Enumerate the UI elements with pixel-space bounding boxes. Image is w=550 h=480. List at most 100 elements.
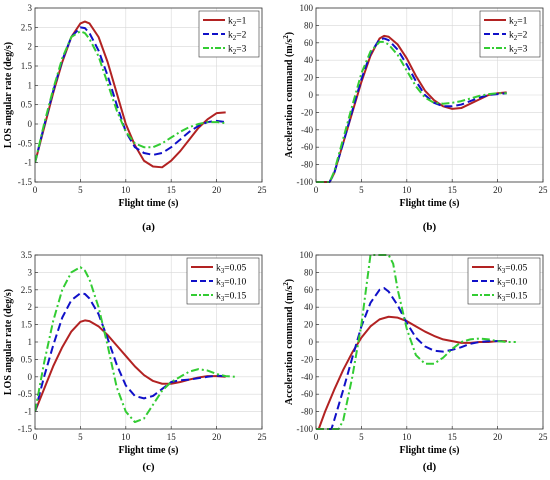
- legend: k3=0.05 k3=0.10 k3=0.15: [467, 257, 541, 305]
- panel-caption: (b): [423, 221, 437, 233]
- x-tick-label: 25: [539, 185, 549, 195]
- y-tick-label: 3: [28, 267, 33, 277]
- series-group: [316, 34, 507, 183]
- panel-caption: (a): [142, 221, 155, 233]
- y-tick-label: 40: [304, 302, 314, 312]
- y-tick-label: -1.5: [18, 177, 33, 187]
- legend: k2=1 k2=2 k2=3: [198, 10, 260, 58]
- y-tick-label: -40: [301, 372, 313, 382]
- y-axis-label-end: ): [284, 32, 295, 35]
- y-tick-label: 3.5: [21, 250, 33, 260]
- series-group: [316, 254, 516, 430]
- y-tick-label: -80: [301, 160, 313, 170]
- legend-label-2: k2=2: [509, 31, 528, 43]
- y-tick-label: 60: [304, 285, 314, 295]
- x-tick-label: 10: [121, 185, 131, 195]
- y-axis-label-end: ): [284, 279, 295, 282]
- panel-caption: (d): [423, 461, 437, 473]
- y-tick-label: -80: [301, 407, 313, 417]
- series-line-2: [316, 287, 507, 430]
- y-axis-label: LOS angular rate (deg/s): [3, 289, 14, 395]
- series-line-1: [35, 319, 226, 412]
- x-tick-label: 10: [402, 185, 412, 195]
- y-tick-label: 20: [304, 320, 314, 330]
- legend-label-3: k2=3: [509, 45, 528, 57]
- y-tick-label: -1.5: [18, 424, 33, 434]
- panel-a: 0 5 10 15 20 25 -1.5 -1 -0.5 0 0.5 1 1.5 2 2.5 3 Flight …: [3, 3, 267, 233]
- legend-box: [186, 257, 260, 305]
- x-axis-label: Flight time (s): [119, 198, 179, 209]
- series-group: [35, 266, 235, 424]
- x-tick-label: 15: [448, 185, 458, 195]
- y-tick-label: -20: [301, 354, 313, 364]
- y-tick-label: 0: [28, 372, 33, 382]
- y-axis-label: Acceleration command (m/s2): [282, 32, 295, 158]
- y-tick-label: 0: [309, 337, 314, 347]
- series-line-3: [35, 30, 226, 163]
- y-tick-label: -1: [25, 158, 33, 168]
- y-tick-label: 0.5: [21, 100, 33, 110]
- legend-label-1: k3=0.05: [216, 264, 246, 276]
- legend-label-1: k3=0.05: [497, 264, 527, 276]
- x-tick-label: 25: [539, 432, 549, 442]
- panel-b: 0 5 10 15 20 25 -100 -80 -60 -40 -20 0 20 40 60 80 100 Fl…: [282, 3, 548, 233]
- legend-label-2: k2=2: [228, 31, 247, 43]
- x-tick-label: 25: [258, 432, 268, 442]
- y-axis-label: Acceleration command (m/s2): [282, 279, 295, 405]
- series-line-2: [316, 37, 507, 183]
- x-tick-label: 5: [78, 432, 83, 442]
- x-axis-label: Flight time (s): [400, 198, 460, 209]
- x-tick-label: 20: [212, 432, 222, 442]
- series-line-2: [35, 292, 226, 412]
- y-tick-label: 80: [304, 20, 314, 30]
- y-tick-label: 40: [304, 55, 314, 65]
- x-tick-label: 0: [314, 432, 319, 442]
- y-tick-label: 2.5: [21, 22, 33, 32]
- x-tick-label: 5: [78, 185, 83, 195]
- x-tick-label: 10: [402, 432, 412, 442]
- y-axis-label-superscript: 2: [282, 282, 290, 286]
- x-tick-label: 15: [167, 185, 177, 195]
- x-tick-label: 0: [33, 432, 38, 442]
- y-axis-label-superscript: 2: [282, 35, 290, 39]
- y-tick-label: 2.5: [21, 285, 33, 295]
- x-tick-label: 20: [212, 185, 222, 195]
- legend-label-3: k2=3: [228, 45, 247, 57]
- y-tick-label: 0: [309, 90, 314, 100]
- panel-caption: (c): [142, 461, 155, 473]
- y-tick-label: 2: [28, 302, 33, 312]
- legend-label-3: k3=0.15: [497, 292, 527, 304]
- y-tick-label: -100: [297, 177, 314, 187]
- y-tick-label: 1: [28, 337, 33, 347]
- legend-label-2: k3=0.10: [497, 278, 527, 290]
- y-tick-label: 3: [28, 3, 33, 13]
- x-axis-label: Flight time (s): [119, 445, 179, 456]
- y-tick-label: -0.5: [18, 138, 33, 148]
- y-tick-label: 1.5: [21, 320, 33, 330]
- x-tick-label: 5: [359, 185, 364, 195]
- y-axis-label: LOS angular rate (deg/s): [3, 42, 14, 148]
- x-tick-label: 0: [314, 185, 319, 195]
- legend: k3=0.05 k3=0.10 k3=0.15: [186, 257, 260, 305]
- legend-label-3: k3=0.15: [216, 292, 246, 304]
- y-tick-label: 1.5: [21, 61, 33, 71]
- series-line-3: [316, 254, 516, 430]
- y-axis-label-base: Acceleration command (m/s: [284, 39, 295, 159]
- x-tick-label: 15: [167, 432, 177, 442]
- y-tick-label: 2: [28, 42, 33, 52]
- y-tick-label: -20: [301, 107, 313, 117]
- y-tick-label: 60: [304, 38, 314, 48]
- y-tick-label: 100: [300, 3, 314, 13]
- y-tick-label: 80: [304, 267, 314, 277]
- y-axis-label-base: Acceleration command (m/s: [284, 286, 295, 406]
- y-tick-label: -40: [301, 125, 313, 135]
- y-tick-label: 0.5: [21, 354, 33, 364]
- y-tick-label: -0.5: [18, 389, 33, 399]
- series-line-3: [316, 40, 507, 183]
- x-axis-label: Flight time (s): [400, 445, 460, 456]
- y-tick-label: 0: [28, 119, 33, 129]
- x-tick-label: 20: [493, 185, 503, 195]
- legend-label-2: k3=0.10: [216, 278, 246, 290]
- x-tick-label: 5: [359, 432, 364, 442]
- y-tick-label: 20: [304, 73, 314, 83]
